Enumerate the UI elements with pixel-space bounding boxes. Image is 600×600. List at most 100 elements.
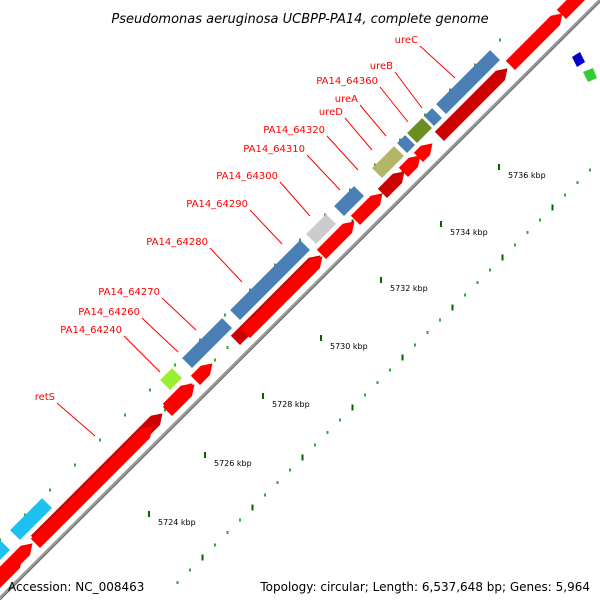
guide-line-far-dot	[174, 363, 176, 367]
gene-label-pa14_64300: PA14_64300	[216, 171, 278, 182]
leader-line-pa14_64240	[123, 335, 161, 373]
leader-line-pa14_64280	[209, 247, 243, 283]
ruler-major-tick	[380, 277, 382, 283]
ruler-tick-label: 5724 kbp	[158, 518, 196, 527]
leader-line-pa14_64310	[306, 154, 341, 191]
gene-label-pa14_64360: PA14_64360	[316, 76, 378, 87]
guide-line-far-dot	[499, 38, 501, 42]
gene-label-pa14_64240: PA14_64240	[60, 325, 122, 336]
guide-line-far-dot	[0, 538, 1, 542]
gene-label-pa14_64270: PA14_64270	[98, 287, 160, 298]
cds-arrow	[350, 193, 383, 225]
guide-line-far-dot	[474, 63, 476, 67]
guide-line-lower-dot	[564, 193, 566, 197]
guide-line-lower-dot	[514, 243, 516, 247]
cds-arrow-outer	[240, 256, 323, 338]
guide-line-lower-dot	[501, 254, 504, 261]
guide-line-lower-dot	[276, 481, 279, 484]
guide-line-lower-dot	[576, 181, 579, 184]
leader-line-ureb	[394, 71, 423, 109]
guide-line-lower-dot	[239, 518, 241, 522]
feature-track	[0, 50, 500, 560]
ruler-major-tick	[498, 164, 500, 170]
gene-labels: retS PA14_64240 PA14_64260 PA14_64270 PA14_6…	[35, 35, 418, 403]
guide-line-lower-dot	[189, 568, 191, 572]
guide-line-lower-dot	[589, 168, 591, 172]
guide-line-far-dot	[374, 163, 376, 167]
guide-line-lower-dot	[226, 531, 229, 534]
leader-line-ured	[344, 117, 373, 151]
guide-line-lower-dot	[451, 304, 454, 311]
guide-line-lower-dot	[176, 581, 179, 584]
edge-markers	[572, 52, 597, 82]
feature-marker-green	[583, 68, 597, 82]
cds-arrow	[190, 363, 213, 385]
feature-marker-blue	[572, 52, 585, 67]
guide-line-lower-dot	[489, 268, 491, 272]
guide-line-far-dot	[24, 513, 26, 517]
guide-line-lower-dot	[351, 404, 354, 411]
leader-line-pa14_64360	[379, 86, 409, 123]
ruler-ticks: 5724 kbp 5726 kbp 5728 kbp 5730 kbp 5732 kbp…	[148, 164, 546, 527]
guide-line-lower-dot	[414, 343, 416, 347]
cds-arrow	[505, 13, 563, 71]
ruler-major-tick	[204, 452, 206, 458]
guide-line-lower-dot	[426, 331, 429, 334]
gene-label-pa14_64280: PA14_64280	[146, 237, 208, 248]
guide-line-upper-dot	[226, 346, 229, 349]
guide-line-far-dot	[324, 213, 326, 217]
leader-line-pa14_64290	[249, 209, 283, 245]
leader-line-pa14_64270	[161, 297, 197, 331]
leader-line-urea	[359, 104, 387, 137]
cds-arrow	[413, 143, 433, 162]
gene-label-rets: retS	[35, 392, 55, 403]
cds-arrow	[434, 68, 508, 141]
guide-line-far-dot	[299, 238, 301, 242]
guide-line-lower-dot	[251, 504, 254, 511]
guide-line-far-dot	[149, 388, 151, 392]
guide-line-lower-dot	[526, 231, 529, 234]
feature-block-blue	[230, 240, 310, 320]
map-title: Pseudomonas aeruginosa UCBPP-PA14, compl…	[111, 12, 488, 27]
ruler-tick-label: 5734 kbp	[450, 228, 488, 237]
feature-block-cyan	[10, 498, 52, 540]
cds-arrow	[398, 155, 421, 177]
cds-arrow-outer	[30, 426, 153, 548]
feature-block-grey	[306, 214, 336, 244]
cds-arrow	[377, 171, 405, 198]
ruler-major-tick	[148, 511, 150, 517]
label-leaders	[56, 45, 456, 437]
guide-line-lower-dot	[214, 543, 216, 547]
guide-line-lower-dot	[539, 218, 541, 222]
guide-line-lower-dot	[389, 368, 391, 372]
guide-line-far-dot	[224, 313, 226, 317]
gene-label-urec: ureC	[395, 35, 418, 46]
guide-line-lower-dot	[439, 318, 441, 322]
guide-line-lower-dot	[326, 431, 329, 434]
ruler-tick-label: 5726 kbp	[214, 459, 252, 468]
guide-line-far-dot	[424, 113, 426, 117]
guide-line-lower-dot	[476, 281, 479, 284]
guide-line-upper-dot	[164, 408, 166, 412]
gene-label-pa14_64290: PA14_64290	[186, 199, 248, 210]
cds-arrow	[556, 0, 585, 19]
feature-block-blue	[182, 318, 232, 368]
guide-line-far-dot	[49, 488, 51, 492]
gene-label-pa14_64310: PA14_64310	[243, 144, 305, 155]
leader-line-urec	[419, 45, 456, 79]
guide-line-far-dot	[124, 413, 126, 417]
feature-block-blue	[436, 50, 500, 114]
leader-line-rets	[56, 402, 96, 437]
ruler-tick-label: 5736 kbp	[508, 171, 546, 180]
ruler-tick-label: 5728 kbp	[272, 400, 310, 409]
guide-line-far-dot	[449, 88, 451, 92]
guide-line-lower-dot	[364, 393, 366, 397]
guide-line-lower-dot	[401, 354, 404, 361]
guide-line-far-dot	[249, 288, 251, 292]
gene-label-pa14_64320: PA14_64320	[263, 125, 325, 136]
ruler-major-tick	[320, 335, 322, 341]
